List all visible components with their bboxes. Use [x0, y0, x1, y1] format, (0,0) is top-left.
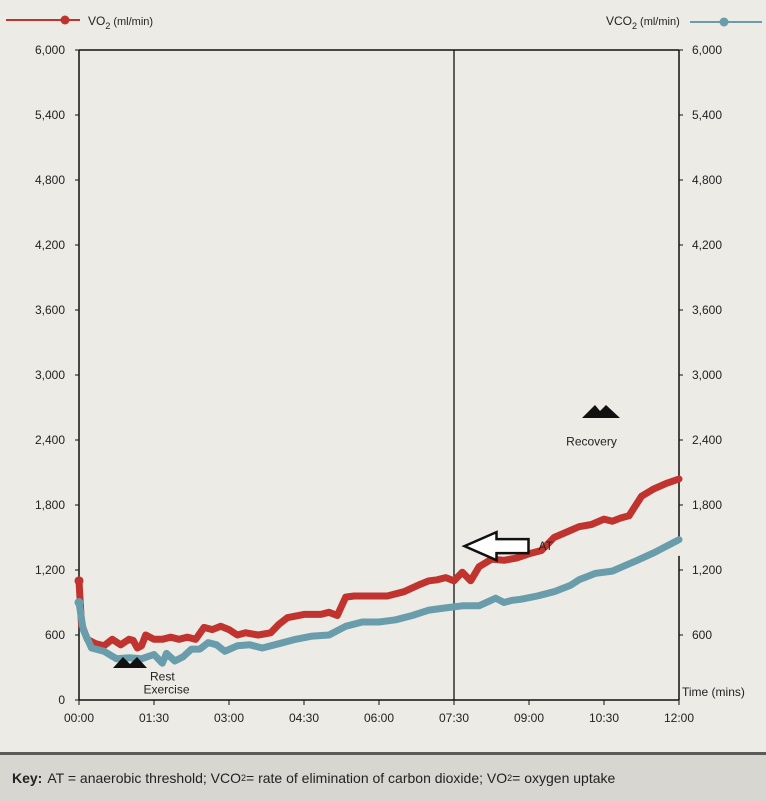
vo2-start-point	[74, 576, 84, 586]
y-tick-label-right: 6,000	[692, 43, 722, 57]
series	[74, 475, 683, 667]
legend-vco2-marker	[719, 17, 729, 27]
x-tick-label: 01:30	[139, 711, 169, 725]
exercise-label: Exercise	[143, 683, 189, 697]
y-tick-label-left: 4,200	[35, 238, 65, 252]
y-tick-label-left: 3,000	[35, 368, 65, 382]
y-tick-label-right: 2,400	[692, 433, 722, 447]
y-tick-label-left: 5,400	[35, 108, 65, 122]
rest-label: Rest	[150, 670, 175, 684]
recovery-label: Recovery	[566, 434, 617, 448]
key-at-text: AT = anaerobic threshold; VCO	[47, 770, 242, 786]
y-tick-label-left: 6,000	[35, 43, 65, 57]
y-tick-label-right: 1,800	[692, 498, 722, 512]
key-label: Key:	[12, 770, 43, 786]
y-tick-label-right: 5,400	[692, 108, 722, 122]
axes	[78, 49, 680, 701]
legend-vo2-marker	[60, 15, 70, 25]
x-tick-label: 03:00	[214, 711, 244, 725]
x-tick-label: 10:30	[589, 711, 619, 725]
y-tick-label-left: 600	[45, 628, 65, 642]
x-axis-label: Time (mins)	[682, 685, 745, 699]
x-tick-label: 04:30	[289, 711, 319, 725]
x-tick-label: 07:30	[439, 711, 469, 725]
y-tick-label-right: 4,200	[692, 238, 722, 252]
key-vco2-text: = rate of elimination of carbon dioxide;…	[246, 770, 508, 786]
legend-vo2-label: VO2 (ml/min)	[88, 14, 153, 31]
vco2-line	[75, 536, 683, 667]
at-arrow	[461, 530, 530, 563]
key-sub-2: 2	[507, 773, 513, 783]
x-tick-label: 09:00	[514, 711, 544, 725]
y-tick-label-right: 1,200	[692, 563, 722, 577]
vco2-start-point	[74, 598, 84, 607]
y-tick-label-left: 0	[58, 693, 65, 707]
ticks: 0 600 1,200 1,800 2,400 3,000 3,600 4,200 4,800 5…	[35, 43, 745, 725]
rest-exercise-markers	[113, 657, 147, 668]
chart: VO2 (ml/min) VCO2 (ml/min) 0 600 1,200 1,800 2…	[6, 14, 762, 725]
key-sub-1: 2	[241, 773, 247, 783]
y-tick-label-left: 4,800	[35, 173, 65, 187]
at-label: AT	[539, 539, 554, 553]
y-tick-label-left: 1,800	[35, 498, 65, 512]
y-tick-label-right: 3,000	[692, 368, 722, 382]
x-tick-label: 12:00	[664, 711, 694, 725]
x-tick-label: 00:00	[64, 711, 94, 725]
y-tick-label-left: 1,200	[35, 563, 65, 577]
legend: VO2 (ml/min) VCO2 (ml/min)	[6, 14, 762, 31]
vo2-line	[75, 475, 683, 652]
key-bar: Key: AT = anaerobic threshold; VCO 2 = ra…	[0, 752, 766, 801]
y-tick-label-right: 3,600	[692, 303, 722, 317]
recovery-marker	[582, 405, 620, 418]
y-tick-label-right: 4,800	[692, 173, 722, 187]
y-tick-label-left: 3,600	[35, 303, 65, 317]
x-tick-label: 06:00	[364, 711, 394, 725]
y-tick-label-left: 2,400	[35, 433, 65, 447]
y-tick-label-right: 600	[692, 628, 712, 642]
key-vo2-text: = oxygen uptake	[512, 770, 616, 786]
legend-vco2-label: VCO2 (ml/min)	[606, 14, 680, 31]
